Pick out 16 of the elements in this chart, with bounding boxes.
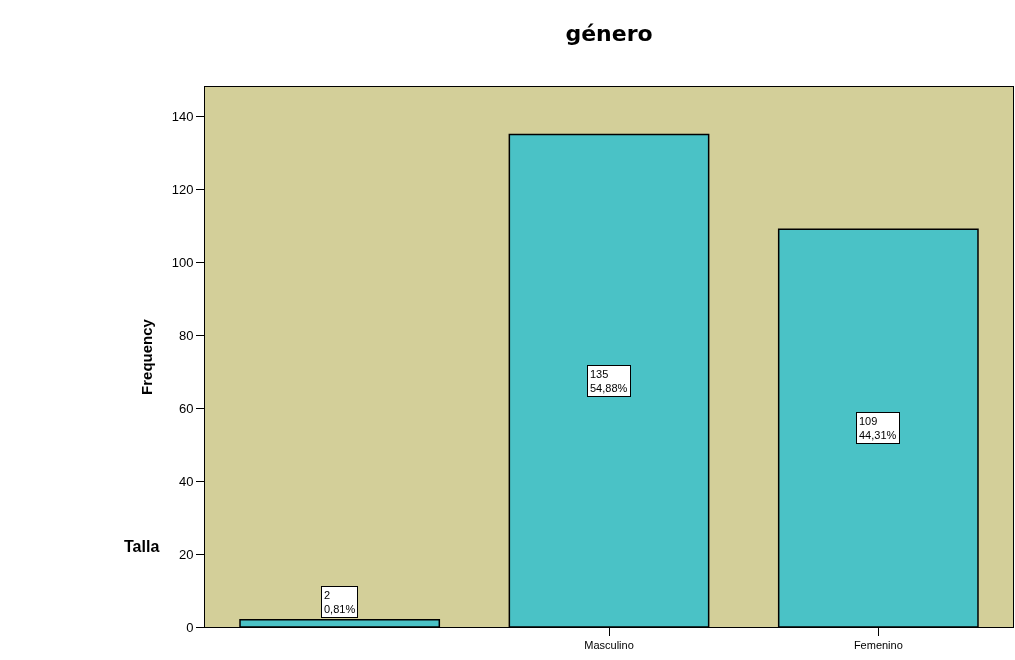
data-label: 109 44,31% <box>859 415 897 442</box>
y-tick-label: 60 <box>178 400 194 416</box>
y-tick-label: 20 <box>178 546 194 562</box>
chart-title: género <box>565 20 653 46</box>
x-tick-label: Masculino <box>584 639 634 652</box>
data-label: 135 54,88% <box>590 368 628 395</box>
y-tick-label: 40 <box>178 473 194 489</box>
y-tick-label: 80 <box>178 327 194 343</box>
data-label: 2 0,81% <box>324 589 356 616</box>
y-tick-label: 120 <box>171 181 194 197</box>
y-axis-title: Frequency <box>137 318 155 395</box>
text: Talla <box>124 538 160 555</box>
x-tick-label: Femenino <box>853 639 903 652</box>
y-tick-label: 100 <box>171 254 194 270</box>
y-tick-label: 140 <box>171 108 194 124</box>
y-tick-label: 0 <box>186 619 194 635</box>
